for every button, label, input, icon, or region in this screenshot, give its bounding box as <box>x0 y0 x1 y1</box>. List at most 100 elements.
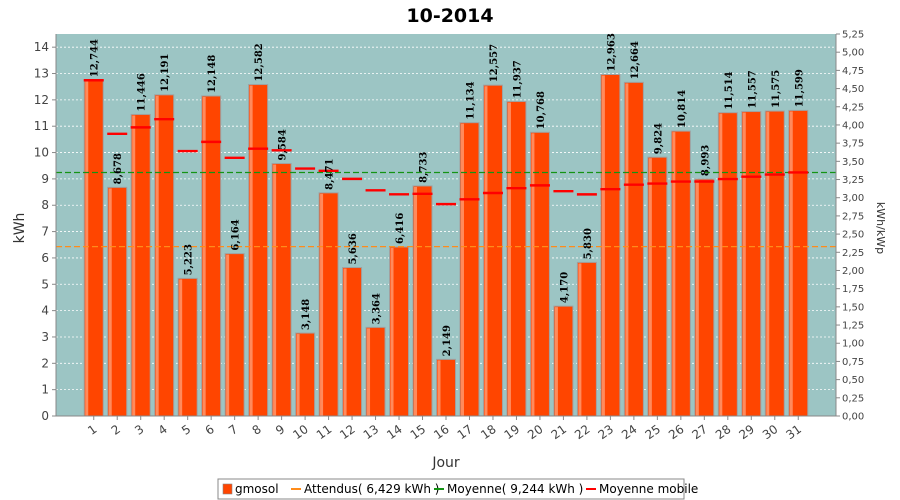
bar-highlight <box>226 254 230 416</box>
x-tick-label: 1 <box>85 422 99 438</box>
right-tick-label: 1,25 <box>842 321 864 332</box>
x-tick-label: 30 <box>760 422 781 442</box>
data-label: 12,744 <box>90 39 101 77</box>
data-label: 5,223 <box>184 244 195 275</box>
right-tick-label: 5,00 <box>842 48 864 59</box>
bars <box>83 73 809 417</box>
x-tick-label: 16 <box>431 422 452 442</box>
x-tick-label: 22 <box>572 422 593 442</box>
x-tick-label: 7 <box>226 422 240 438</box>
bar-highlight <box>414 186 418 416</box>
left-tick-label: 9 <box>41 172 49 186</box>
right-tick-label: 0,50 <box>842 375 864 386</box>
x-tick-label: 27 <box>689 422 710 442</box>
x-tick-label: 11 <box>314 422 335 442</box>
x-tick-label: 5 <box>179 422 193 438</box>
x-axis-label: Jour <box>431 455 460 471</box>
bar-highlight <box>273 164 277 416</box>
legend-label: Moyenne( 9,244 kWh ) <box>447 482 583 496</box>
x-tick-label: 28 <box>713 422 734 442</box>
x-tick-label: 23 <box>596 422 617 442</box>
bar-highlight <box>672 132 676 416</box>
x-tick-label: 2 <box>109 422 123 438</box>
x-axis: 1 2 3 4 5 6 7 8 9 10 11 12 13 14 15 16 17 18 19 20 21 22 23 24 2… <box>56 415 836 442</box>
right-tick-label: 2,50 <box>842 230 864 241</box>
bar-highlight <box>742 112 746 416</box>
data-label: 5,830 <box>583 228 594 259</box>
right-tick-label: 1,75 <box>842 284 864 295</box>
left-tick-label: 8 <box>41 198 49 212</box>
left-tick-label: 14 <box>34 40 49 54</box>
bar-highlight <box>578 263 582 416</box>
left-tick-label: 10 <box>34 146 49 160</box>
legend-label: Attendus( 6,429 kWh ) <box>304 482 439 496</box>
x-tick-label: 19 <box>502 422 523 442</box>
left-tick-label: 7 <box>41 225 49 239</box>
x-tick-label: 13 <box>361 422 382 442</box>
y-axis-label: kWh <box>12 213 28 244</box>
x-tick-label: 14 <box>384 422 405 442</box>
data-label: 5,636 <box>348 233 359 264</box>
data-label: 11,514 <box>724 71 735 109</box>
data-label: 11,134 <box>465 81 476 119</box>
data-label: 11,557 <box>747 70 758 108</box>
x-tick-label: 20 <box>525 422 546 442</box>
left-tick-label: 3 <box>41 330 49 344</box>
x-tick-label: 4 <box>156 422 170 438</box>
x-tick-label: 8 <box>250 422 264 438</box>
legend-swatch <box>222 483 233 495</box>
right-tick-label: 5,25 <box>842 30 864 41</box>
left-tick-label: 5 <box>41 277 49 291</box>
bar-highlight <box>601 75 605 416</box>
data-label: 3,148 <box>301 299 312 330</box>
left-tick-label: 6 <box>41 251 49 265</box>
data-label: 11,937 <box>512 60 523 98</box>
data-label: 6,416 <box>395 213 406 244</box>
legend-label: gmosol <box>235 482 279 496</box>
data-label: 12,148 <box>207 55 218 93</box>
x-tick-label: 24 <box>619 422 640 442</box>
data-label: 12,582 <box>254 43 265 81</box>
bar-highlight <box>343 268 347 416</box>
chart-title: 10-2014 <box>406 5 493 27</box>
data-label: 12,557 <box>489 44 500 82</box>
bar-highlight <box>390 247 394 416</box>
data-label: 11,446 <box>137 73 148 111</box>
right-tick-label: 2,25 <box>842 248 864 259</box>
x-tick-label: 15 <box>408 422 429 442</box>
left-tick-label: 11 <box>34 119 49 133</box>
bar-highlight <box>132 115 136 417</box>
right-tick-label: 2,75 <box>842 211 864 222</box>
data-label: 8,471 <box>325 159 336 190</box>
x-tick-label: 31 <box>783 422 804 442</box>
right-tick-label: 3,50 <box>842 157 864 168</box>
right-tick-label: 4,00 <box>842 120 864 131</box>
right-tick-label: 0,25 <box>842 393 864 404</box>
right-tick-label: 0,00 <box>842 412 864 423</box>
legend: gmosol Attendus( 6,429 kWh ) Moyenne( 9,24… <box>217 478 698 500</box>
x-tick-label: 12 <box>337 422 358 442</box>
data-label: 10,814 <box>677 90 688 128</box>
bar-highlight <box>249 85 253 416</box>
y2-axis-label: kWh/kWp <box>874 202 887 254</box>
left-tick-label: 1 <box>41 383 49 397</box>
bar-highlight <box>789 111 793 417</box>
data-label: 12,191 <box>160 54 171 92</box>
mobile-marks <box>83 79 809 206</box>
bar-highlight <box>367 328 371 416</box>
left-tick-label: 2 <box>41 356 49 370</box>
data-label: 9,584 <box>278 129 289 160</box>
right-tick-label: 1,00 <box>842 339 864 350</box>
bar-highlight <box>85 81 89 416</box>
x-tick-label: 29 <box>736 422 757 442</box>
right-tick-label: 3,25 <box>842 175 864 186</box>
right-tick-label: 3,00 <box>842 193 864 204</box>
bar-highlight <box>531 133 535 416</box>
bar-highlight <box>766 112 770 416</box>
left-tick-label: 0 <box>41 409 49 423</box>
data-label: 11,575 <box>771 70 782 108</box>
bar-highlight <box>695 180 699 416</box>
bar-highlight <box>437 360 441 416</box>
